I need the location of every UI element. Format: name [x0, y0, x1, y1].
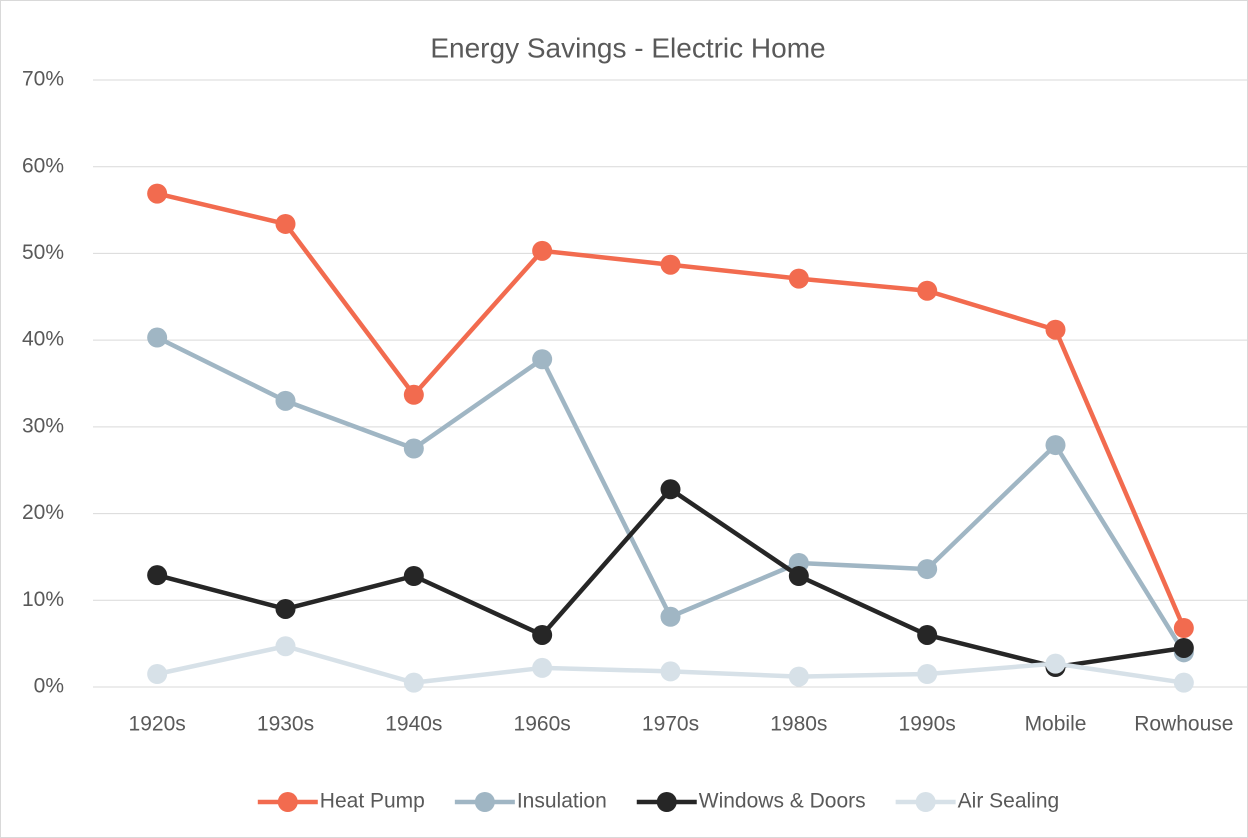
legend-marker	[277, 792, 298, 812]
x-tick-label: 1940s	[385, 713, 442, 736]
point	[788, 268, 809, 289]
legend-marker	[474, 792, 495, 812]
legend-item: Heat Pump	[257, 790, 425, 813]
y-tick-label: 60%	[22, 154, 64, 177]
legend-label: Windows & Doors	[699, 790, 866, 813]
point	[917, 663, 938, 684]
point	[1045, 319, 1066, 340]
legend-item: Insulation	[454, 790, 607, 813]
y-tick-label: 20%	[22, 501, 64, 524]
point	[917, 280, 938, 301]
x-tick-label: 1920s	[129, 713, 186, 736]
x-tick-label: 1990s	[899, 713, 956, 736]
point	[532, 240, 553, 261]
point	[275, 636, 296, 657]
y-tick-label: 30%	[22, 414, 64, 437]
point	[403, 672, 424, 693]
legend-label: Air Sealing	[958, 790, 1060, 813]
point	[660, 479, 681, 500]
point	[917, 624, 938, 645]
point	[403, 384, 424, 405]
point	[788, 666, 809, 687]
x-tick-label: 1970s	[642, 713, 699, 736]
point	[403, 566, 424, 587]
point	[147, 183, 168, 204]
point	[1173, 618, 1194, 639]
point	[147, 327, 168, 348]
point	[147, 663, 168, 684]
legend-item: Air Sealing	[895, 790, 1060, 813]
legend-label: Heat Pump	[320, 790, 425, 813]
point	[1045, 435, 1066, 456]
point	[1045, 653, 1066, 674]
legend-marker	[656, 792, 677, 812]
point	[1173, 637, 1194, 658]
chart-title: Energy Savings - Electric Home	[430, 32, 825, 63]
x-tick-label: Rowhouse	[1134, 713, 1233, 736]
point	[788, 566, 809, 587]
point	[147, 565, 168, 586]
point	[532, 349, 553, 370]
point	[917, 559, 938, 580]
point	[532, 624, 553, 645]
legend-item: Windows & Doors	[636, 790, 866, 813]
y-tick-label: 50%	[22, 241, 64, 264]
y-tick-label: 40%	[22, 328, 64, 351]
point	[660, 606, 681, 627]
x-tick-label: 1960s	[514, 713, 571, 736]
y-tick-label: 10%	[22, 588, 64, 611]
point	[275, 390, 296, 411]
y-tick-label: 70%	[22, 68, 64, 91]
point	[275, 598, 296, 619]
legend-label: Insulation	[517, 790, 607, 813]
point	[532, 657, 553, 678]
legend-marker	[915, 792, 936, 812]
point	[1173, 672, 1194, 693]
y-tick-label: 0%	[34, 675, 64, 698]
point	[660, 254, 681, 275]
point	[403, 438, 424, 459]
point	[660, 661, 681, 682]
x-tick-label: 1980s	[770, 713, 827, 736]
x-tick-label: 1930s	[257, 713, 314, 736]
x-tick-label: Mobile	[1025, 713, 1087, 736]
point	[275, 213, 296, 234]
